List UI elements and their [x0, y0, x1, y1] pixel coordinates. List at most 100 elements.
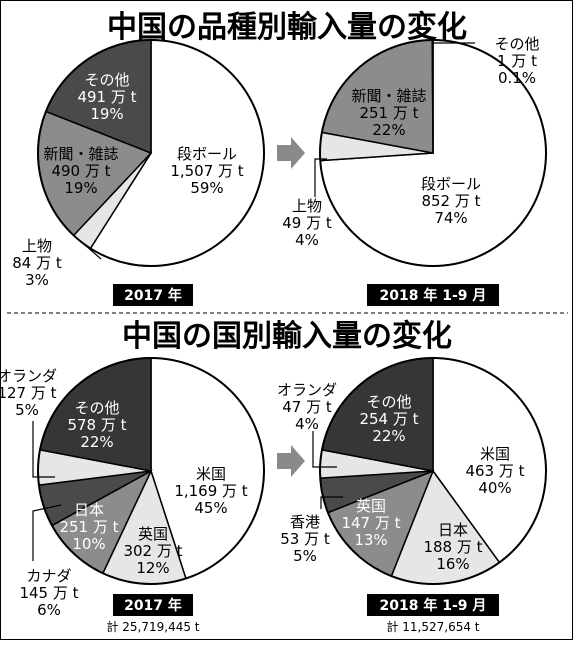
slice-percent: 22%: [80, 433, 113, 451]
slice-label: 米国 1,169 万 t 45%: [174, 465, 247, 517]
slice-label: 英国 302 万 t 12%: [123, 525, 182, 577]
slice-percent: 13%: [354, 531, 387, 549]
slice-name: その他: [74, 399, 119, 417]
slice-name: カナダ: [26, 567, 71, 585]
slice-percent: 5%: [293, 547, 317, 565]
slice-value: 49 万 t: [282, 214, 332, 232]
slice-value: 491 万 t: [77, 88, 136, 106]
slice-percent: 10%: [72, 535, 105, 553]
slice-name: 米国: [196, 465, 226, 483]
slice-percent: 6%: [37, 601, 61, 619]
period-badge-bg: [367, 284, 499, 306]
period-badge-bg: [113, 594, 193, 616]
pie-charts: 段ボール 1,507 万 t 59% 上物 84 万 t 3% 新聞・雑誌 490 万 t 19…: [0, 35, 547, 619]
slice-label: 新聞・雑誌 251 万 t 22%: [351, 87, 426, 139]
slice-value: 145 万 t: [19, 584, 78, 602]
total-2017: 計 25,719,445 t: [106, 619, 199, 634]
slice-name: その他: [494, 35, 539, 53]
pie-slice: [431, 39, 434, 154]
slice-label: 日本 251 万 t 10%: [59, 501, 118, 553]
slice-percent: 22%: [372, 427, 405, 445]
slice-value: 302 万 t: [123, 542, 182, 560]
slice-label: その他 491 万 t 19%: [77, 71, 136, 123]
slice-name: 段ボール: [177, 145, 237, 163]
leader-line: [314, 158, 327, 197]
slice-percent: 12%: [136, 559, 169, 577]
pie-chart: 段ボール 1,507 万 t 59% 上物 84 万 t 3% 新聞・雑誌 490 万 t 19…: [12, 39, 265, 289]
slice-name: オランダ: [1, 367, 57, 385]
bottom-title: 中国の国別輸入量の変化: [122, 319, 452, 354]
slice-label: オランダ 127 万 t 5%: [1, 367, 57, 419]
pie-outline: [319, 357, 547, 585]
slice-percent: 5%: [15, 401, 39, 419]
top-title: 中国の品種別輸入量の変化: [107, 10, 467, 45]
slice-label: 段ボール 1,507 万 t 59%: [170, 145, 243, 197]
slice-percent: 19%: [90, 105, 123, 123]
slice-value: 1 万 t: [497, 52, 537, 70]
arrow-icon-bottom: [277, 445, 305, 477]
slice-value: 254 万 t: [359, 410, 418, 428]
slice-value: 251 万 t: [359, 104, 418, 122]
slice-name: 日本: [438, 521, 468, 539]
period-badge-bg: [113, 284, 193, 306]
slice-value: 852 万 t: [421, 192, 480, 210]
slice-percent: 40%: [478, 479, 511, 497]
slice-value: 188 万 t: [423, 538, 482, 556]
period-badge-label: 2017 年: [124, 597, 182, 614]
slice-name: 新聞・雑誌: [43, 145, 118, 163]
slice-value: 127 万 t: [1, 384, 57, 402]
period-badge-bg: [367, 594, 499, 616]
slice-name: 英国: [138, 525, 168, 543]
slice-label: 新聞・雑誌 490 万 t 19%: [43, 145, 118, 197]
pie-chart: 段ボール 852 万 t 74% 上物 49 万 t 4% 新聞・雑誌 251 万 t 22% そ…: [282, 35, 547, 267]
slice-percent: 19%: [64, 179, 97, 197]
period-badge-label: 2018 年 1-9 月: [380, 597, 487, 614]
slice-label: 上物 49 万 t 4%: [282, 197, 332, 249]
slice-name: 上物: [22, 237, 52, 255]
slice-label: 英国 147 万 t 13%: [341, 497, 400, 549]
period-badge-label: 2018 年 1-9 月: [380, 287, 487, 304]
slice-label: 上物 84 万 t 3%: [12, 237, 62, 289]
slice-name: その他: [84, 71, 129, 89]
pie-chart: 米国 463 万 t 40%日本 188 万 t 16%英国 147 万 t 13%香港 53…: [277, 357, 547, 585]
total-2018: 計 11,527,654 t: [386, 619, 479, 634]
slice-value: 1,507 万 t: [170, 162, 243, 180]
slice-percent: 59%: [190, 179, 223, 197]
slice-name: その他: [366, 393, 411, 411]
slice-label: オランダ 47 万 t 4%: [277, 381, 337, 433]
slice-label: その他 254 万 t 22%: [359, 393, 418, 445]
period-badge-label: 2017 年: [124, 287, 182, 304]
pie-outline: [319, 39, 547, 267]
period-badge-top-2018: 2018 年 1-9 月: [367, 284, 499, 306]
slice-label: 米国 463 万 t 40%: [465, 445, 524, 497]
slice-name: オランダ: [277, 381, 337, 399]
slice-name: 新聞・雑誌: [351, 87, 426, 105]
slice-label: 香港 53 万 t 5%: [280, 513, 330, 565]
slice-label: その他 578 万 t 22%: [67, 399, 126, 451]
period-badge-bottom-2018: 2018 年 1-9 月: [367, 594, 499, 616]
slice-percent: 0.1%: [498, 69, 536, 87]
slice-label: カナダ 145 万 t 6%: [19, 567, 78, 619]
slice-percent: 3%: [25, 271, 49, 289]
pie-chart: 米国 1,169 万 t 45%英国 302 万 t 12%日本 251 万 t 10%カナ…: [0, 357, 265, 619]
slice-percent: 4%: [295, 415, 319, 433]
period-badge-bottom-2017: 2017 年: [113, 594, 193, 616]
slice-value: 84 万 t: [12, 254, 62, 272]
pie-outline: [37, 39, 265, 267]
slice-value: 47 万 t: [282, 398, 332, 416]
leader-line: [84, 244, 102, 260]
slice-value: 1,169 万 t: [174, 482, 247, 500]
slice-value: 147 万 t: [341, 514, 400, 532]
slice-name: 香港: [290, 513, 320, 531]
slice-value: 463 万 t: [465, 462, 524, 480]
slice-percent: 4%: [295, 231, 319, 249]
slice-label: 日本 188 万 t 16%: [423, 521, 482, 573]
slice-percent: 16%: [436, 555, 469, 573]
slice-label: 段ボール 852 万 t 74%: [421, 175, 481, 227]
slice-name: 英国: [356, 497, 386, 515]
slice-value: 251 万 t: [59, 518, 118, 536]
slice-percent: 74%: [434, 209, 467, 227]
leader-line: [32, 421, 55, 478]
